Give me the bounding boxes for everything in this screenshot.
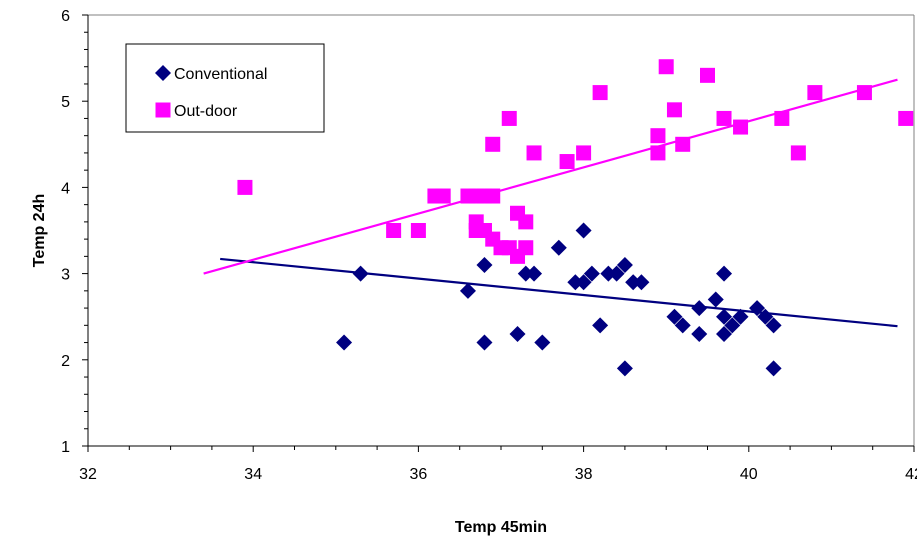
data-point-out-door — [898, 110, 914, 126]
data-point-conventional — [476, 334, 493, 351]
x-tick-label: 38 — [575, 466, 593, 483]
data-point-conventional — [674, 317, 691, 334]
data-point-out-door — [576, 145, 592, 161]
data-point-out-door — [518, 214, 534, 230]
data-point-out-door — [526, 145, 542, 161]
data-point-conventional — [625, 274, 642, 291]
data-point-out-door — [410, 223, 426, 238]
legend-marker-out-door — [155, 102, 171, 118]
x-tick-label: 36 — [410, 466, 428, 483]
data-point-out-door — [658, 59, 674, 75]
data-points — [237, 59, 914, 377]
data-point-out-door — [592, 85, 608, 101]
data-point-conventional — [550, 239, 567, 256]
legend: Conventional Out-door — [125, 43, 325, 133]
y-axis-title: Temp 24h — [31, 194, 48, 268]
data-point-out-door — [485, 188, 501, 204]
data-point-out-door — [559, 154, 575, 170]
data-point-conventional — [616, 256, 633, 273]
data-point-conventional — [757, 308, 774, 325]
data-point-conventional — [691, 300, 708, 317]
data-point-out-door — [666, 102, 682, 118]
data-point-out-door — [485, 136, 501, 152]
y-tick-label: 5 — [61, 94, 70, 111]
y-tick-label: 1 — [61, 439, 70, 456]
x-tick-label: 40 — [740, 466, 758, 483]
data-point-conventional — [600, 265, 617, 282]
data-point-conventional — [732, 308, 749, 325]
data-point-conventional — [336, 334, 353, 351]
data-point-out-door — [774, 110, 790, 126]
data-point-conventional — [476, 256, 493, 273]
data-point-out-door — [675, 136, 691, 152]
data-point-conventional — [583, 265, 600, 282]
data-point-conventional — [352, 265, 369, 282]
x-tick-label: 32 — [79, 466, 97, 483]
x-axis-title: Temp 45min — [455, 519, 547, 536]
data-point-out-door — [386, 223, 402, 238]
data-point-conventional — [716, 308, 733, 325]
x-tick-label: 42 — [905, 466, 917, 483]
data-point-out-door — [435, 188, 451, 204]
data-point-conventional — [459, 282, 476, 299]
data-point-out-door — [733, 119, 749, 135]
data-point-conventional — [575, 222, 592, 239]
data-point-out-door — [650, 145, 666, 161]
legend-label: Out-door — [174, 103, 238, 120]
data-point-conventional — [608, 265, 625, 282]
data-point-conventional — [724, 317, 741, 334]
data-point-out-door — [501, 110, 517, 126]
data-point-out-door — [518, 240, 534, 256]
axes: 323436384042123456 — [61, 8, 917, 483]
data-point-conventional — [616, 360, 633, 377]
data-point-out-door — [650, 128, 666, 144]
data-point-conventional — [716, 325, 733, 342]
data-point-conventional — [575, 274, 592, 291]
y-tick-label: 3 — [61, 267, 70, 284]
data-point-conventional — [666, 308, 683, 325]
data-point-conventional — [526, 265, 543, 282]
data-point-out-door — [716, 110, 732, 126]
data-point-conventional — [749, 300, 766, 317]
data-point-conventional — [592, 317, 609, 334]
trendline-conventional — [220, 257, 898, 328]
data-point-conventional — [716, 265, 733, 282]
data-point-out-door — [807, 85, 823, 101]
legend-marker-conventional — [155, 65, 171, 81]
x-tick-label: 34 — [244, 466, 262, 483]
data-point-conventional — [633, 274, 650, 291]
data-point-conventional — [509, 325, 526, 342]
data-point-conventional — [691, 325, 708, 342]
y-tick-label: 2 — [61, 353, 70, 370]
data-point-out-door — [700, 67, 715, 83]
legend-label: Conventional — [174, 66, 267, 83]
data-point-out-door — [790, 145, 806, 161]
data-point-conventional — [765, 317, 782, 334]
data-point-conventional — [567, 274, 584, 291]
data-point-out-door — [237, 179, 253, 195]
y-tick-label: 4 — [61, 180, 70, 197]
data-point-out-door — [856, 85, 872, 101]
data-point-conventional — [534, 334, 551, 351]
data-point-conventional — [765, 360, 782, 377]
data-point-conventional — [707, 291, 724, 308]
y-tick-label: 6 — [61, 8, 70, 25]
data-point-conventional — [517, 265, 534, 282]
